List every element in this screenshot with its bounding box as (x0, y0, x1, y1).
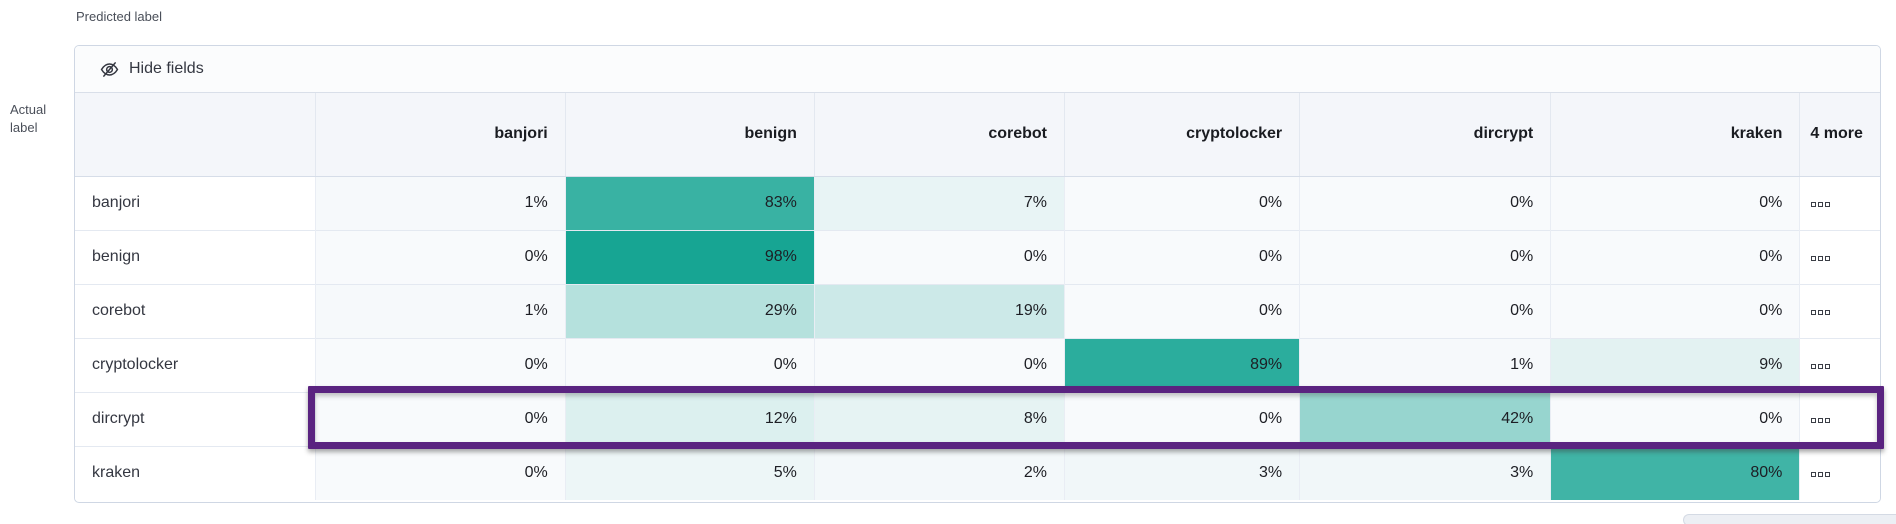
matrix-row-corebot: corebot 1% 29% 19% 0% 0% 0% (75, 283, 1880, 338)
row-label: corebot (75, 283, 316, 338)
eye-slash-icon (100, 60, 119, 79)
row-actions-button[interactable] (1799, 283, 1880, 338)
column-header-banjori[interactable]: banjori (314, 93, 566, 177)
matrix-cell-benign-cryptolocker: 0% (1063, 229, 1300, 284)
row-actions-button[interactable] (1799, 391, 1880, 446)
matrix-cell-dircrypt-benign: 12% (564, 391, 815, 446)
boxes-horizontal-icon (1811, 310, 1831, 315)
confusion-matrix-table: banjori benign corebot cryptolocker dircrypt… (75, 93, 1880, 500)
matrix-cell-cryptolocker-benign: 0% (564, 337, 815, 392)
matrix-cell-benign-kraken: 0% (1550, 229, 1800, 284)
matrix-body: banjori 1% 83% 7% 0% 0% 0% benign 0% 98% 0% 0% 0% 0% c… (75, 176, 1880, 500)
matrix-cell-kraken-banjori: 0% (314, 445, 566, 500)
predicted-axis-label: Predicted label (76, 9, 162, 24)
matrix-cell-banjori-benign: 83% (564, 176, 815, 230)
matrix-cell-cryptolocker-cryptolocker: 89% (1063, 337, 1300, 392)
matrix-cell-benign-corebot: 0% (813, 229, 1065, 284)
matrix-cell-corebot-dircrypt: 0% (1299, 283, 1551, 338)
matrix-row-benign: benign 0% 98% 0% 0% 0% 0% (75, 229, 1880, 284)
horizontal-scrollbar-thumb[interactable] (1683, 514, 1896, 524)
row-label: benign (75, 229, 316, 284)
matrix-corner-cell (75, 93, 316, 177)
row-label: kraken (75, 445, 316, 500)
more-columns-header[interactable]: 4 more (1799, 93, 1880, 177)
matrix-cell-corebot-kraken: 0% (1550, 283, 1800, 338)
matrix-cell-dircrypt-banjori: 0% (314, 391, 566, 446)
matrix-cell-cryptolocker-corebot: 0% (813, 337, 1065, 392)
hide-fields-label: Hide fields (129, 60, 204, 77)
boxes-horizontal-icon (1811, 256, 1831, 261)
matrix-cell-kraken-kraken: 80% (1550, 445, 1800, 500)
boxes-horizontal-icon (1811, 472, 1831, 478)
row-label: dircrypt (75, 391, 316, 446)
matrix-cell-benign-dircrypt: 0% (1299, 229, 1551, 284)
matrix-cell-cryptolocker-banjori: 0% (314, 337, 566, 392)
matrix-row-cryptolocker: cryptolocker 0% 0% 0% 89% 1% 9% (75, 337, 1880, 392)
boxes-horizontal-icon (1811, 418, 1831, 423)
column-header-dircrypt[interactable]: dircrypt (1299, 93, 1551, 177)
matrix-row-banjori: banjori 1% 83% 7% 0% 0% 0% (75, 176, 1880, 230)
column-header-cryptolocker[interactable]: cryptolocker (1063, 93, 1300, 177)
matrix-cell-kraken-benign: 5% (564, 445, 815, 500)
hide-fields-button[interactable]: Hide fields (75, 46, 1880, 93)
row-actions-button[interactable] (1799, 176, 1880, 230)
matrix-cell-banjori-kraken: 0% (1550, 176, 1800, 230)
matrix-cell-dircrypt-dircrypt: 42% (1299, 391, 1551, 446)
matrix-cell-kraken-corebot: 2% (813, 445, 1065, 500)
matrix-cell-banjori-corebot: 7% (813, 176, 1065, 230)
matrix-cell-corebot-corebot: 19% (813, 283, 1065, 338)
boxes-horizontal-icon (1811, 202, 1831, 207)
matrix-cell-dircrypt-cryptolocker: 0% (1063, 391, 1300, 446)
boxes-horizontal-icon (1811, 364, 1831, 369)
actual-axis-label: Actual label (10, 102, 47, 135)
matrix-cell-corebot-benign: 29% (564, 283, 815, 338)
matrix-cell-kraken-dircrypt: 3% (1299, 445, 1551, 500)
matrix-cell-cryptolocker-dircrypt: 1% (1299, 337, 1551, 392)
matrix-cell-banjori-dircrypt: 0% (1299, 176, 1551, 230)
matrix-row-dircrypt: dircrypt 0% 12% 8% 0% 42% 0% (75, 391, 1880, 446)
matrix-cell-cryptolocker-kraken: 9% (1550, 337, 1800, 392)
row-label: banjori (75, 176, 316, 230)
row-actions-button[interactable] (1799, 445, 1880, 500)
matrix-cell-banjori-banjori: 1% (314, 176, 566, 230)
matrix-cell-dircrypt-corebot: 8% (813, 391, 1065, 446)
matrix-cell-benign-benign: 98% (564, 229, 815, 284)
matrix-row-kraken: kraken 0% 5% 2% 3% 3% 80% (75, 445, 1880, 500)
column-header-kraken[interactable]: kraken (1550, 93, 1800, 177)
matrix-header-row: banjori benign corebot cryptolocker dircrypt… (75, 93, 1880, 177)
matrix-cell-corebot-cryptolocker: 0% (1063, 283, 1300, 338)
matrix-cell-kraken-cryptolocker: 3% (1063, 445, 1300, 500)
matrix-cell-dircrypt-kraken: 0% (1550, 391, 1800, 446)
row-actions-button[interactable] (1799, 229, 1880, 284)
matrix-cell-banjori-cryptolocker: 0% (1063, 176, 1300, 230)
row-label: cryptolocker (75, 337, 316, 392)
column-header-corebot[interactable]: corebot (813, 93, 1065, 177)
matrix-cell-corebot-banjori: 1% (314, 283, 566, 338)
matrix-cell-benign-banjori: 0% (314, 229, 566, 284)
confusion-matrix-panel: Hide fields banjori benign corebot cryptolo… (74, 45, 1881, 503)
row-actions-button[interactable] (1799, 337, 1880, 392)
column-header-benign[interactable]: benign (564, 93, 815, 177)
